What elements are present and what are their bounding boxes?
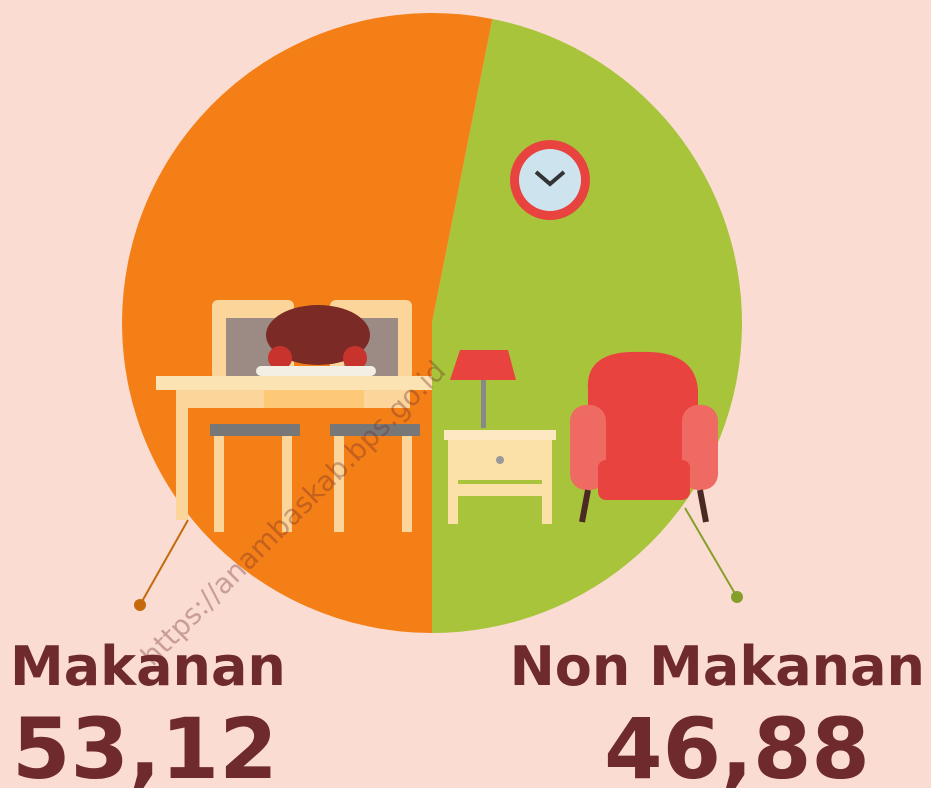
leader-lines	[134, 507, 743, 611]
value-label: 53,12	[12, 700, 278, 788]
clock	[510, 140, 590, 220]
armchair	[570, 351, 718, 523]
value-label: 46,88	[604, 700, 870, 788]
category-label: Non Makanan	[510, 635, 925, 698]
lamp-and-nightstand	[444, 350, 556, 524]
category-label: Makanan	[10, 635, 286, 698]
dining-set	[156, 300, 432, 532]
